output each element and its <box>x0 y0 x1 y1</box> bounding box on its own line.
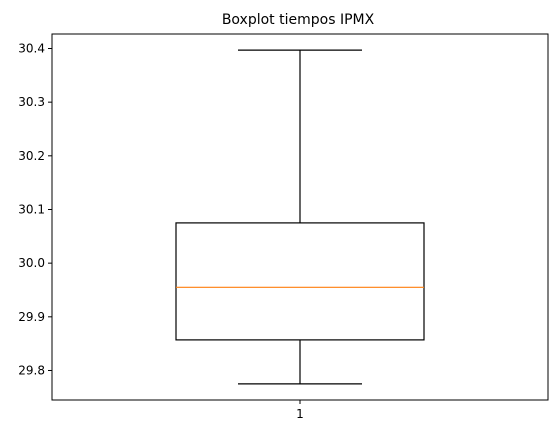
y-tick-label: 29.9 <box>18 310 45 324</box>
y-tick-label: 29.8 <box>18 363 45 377</box>
y-tick-label: 30.1 <box>18 202 45 216</box>
y-tick-label: 30.4 <box>18 41 45 55</box>
y-tick-label: 30.0 <box>18 256 45 270</box>
box-iqr <box>175 222 425 341</box>
y-tick-label: 30.2 <box>18 149 45 163</box>
chart-title: Boxplot tiempos IPMX <box>222 12 375 28</box>
plot-area <box>175 49 425 385</box>
y-tick-label: 30.3 <box>18 95 45 109</box>
x-tick-label: 1 <box>296 407 304 421</box>
